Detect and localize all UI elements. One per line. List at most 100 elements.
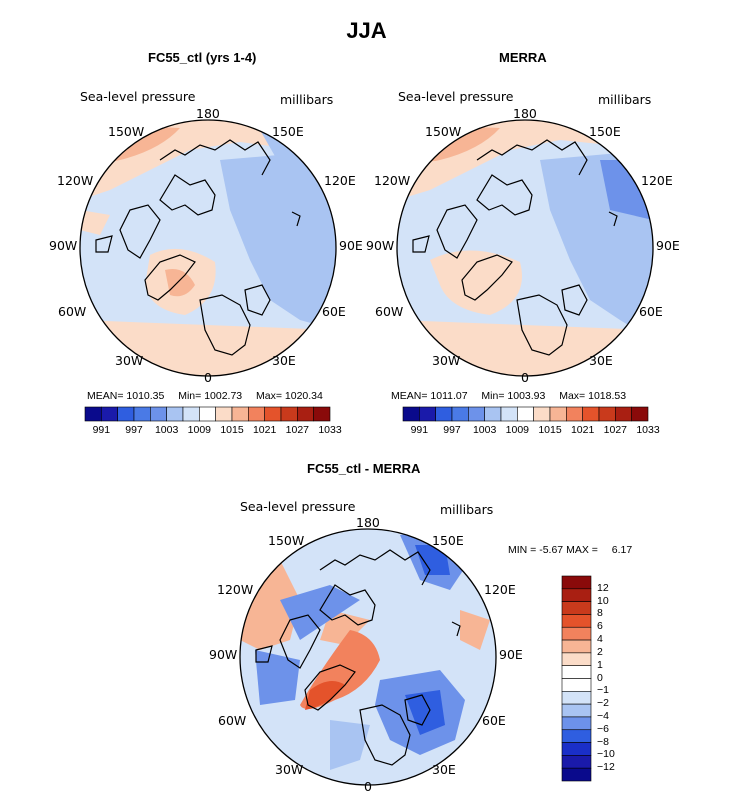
panel1-mean-label: MEAN= bbox=[87, 390, 124, 402]
panel1-stats: MEAN= 1010.35 Min= 1002.73 Max= 1020.34 bbox=[87, 390, 323, 402]
colorbar-swatch bbox=[561, 767, 592, 782]
colorbar-swatch bbox=[561, 691, 592, 705]
panel2-lon-120e: 120E bbox=[641, 173, 673, 188]
panel1-lon-60e: 60E bbox=[322, 304, 346, 319]
panel3-lon-30e: 30E bbox=[432, 762, 456, 777]
panel3-lon-30w: 30W bbox=[275, 762, 304, 777]
panel1-lon-30e: 30E bbox=[272, 353, 296, 368]
colorbar-swatch bbox=[561, 678, 592, 692]
panel1-min-value: 1002.73 bbox=[204, 390, 243, 402]
colorbar-tick-label: −6 bbox=[597, 722, 609, 735]
panel2-lon-180: 180 bbox=[513, 106, 537, 121]
panel2-lon-150w: 150W bbox=[425, 124, 462, 139]
colorbar-swatch bbox=[631, 406, 649, 422]
colorbar-tick-label: 1021 bbox=[570, 424, 595, 436]
panel3-min-value: -5.67 bbox=[539, 544, 564, 556]
panel1-lon-30w: 30W bbox=[115, 353, 144, 368]
panel2-units-label: millibars bbox=[598, 92, 652, 107]
panel1-min-label: Min= bbox=[178, 390, 202, 402]
colorbar-tick-label: 1027 bbox=[603, 424, 627, 436]
panel1-max-value: 1020.34 bbox=[284, 390, 323, 402]
panel1-variable-label: Sea-level pressure bbox=[80, 89, 196, 104]
colorbar-tick-label: −8 bbox=[597, 735, 609, 748]
colorbar-swatch bbox=[561, 729, 592, 743]
panel2-min-value: 1003.93 bbox=[507, 390, 546, 402]
colorbar-tick-label: 1015 bbox=[220, 424, 244, 436]
panel3-lon-60e: 60E bbox=[482, 713, 506, 728]
colorbar-swatch bbox=[561, 716, 592, 731]
colorbar-tick-label: −10 bbox=[597, 748, 615, 761]
colorbar-tick-label: 1015 bbox=[538, 424, 562, 436]
panel3-stats: MIN = -5.67 MAX = 6.17 bbox=[508, 544, 632, 556]
colorbar-tick-label: 1009 bbox=[187, 424, 211, 436]
colorbar-swatch bbox=[561, 575, 592, 590]
panel3-lon-90e: 90E bbox=[499, 647, 523, 662]
colorbar-swatch bbox=[561, 652, 592, 666]
panel1-lon-60w: 60W bbox=[58, 304, 87, 319]
colorbar-tick-label: 1033 bbox=[318, 424, 342, 436]
panel3-lon-60w: 60W bbox=[218, 713, 247, 728]
panel3-units-label: millibars bbox=[440, 502, 494, 517]
panel3-max-value: 6.17 bbox=[611, 544, 633, 556]
figure-title: JJA bbox=[346, 18, 387, 43]
colorbar-tick-label: 1 bbox=[597, 658, 603, 671]
colorbar-swatch bbox=[561, 601, 592, 615]
colorbar-tick-label: 4 bbox=[597, 633, 603, 646]
panel3-lon-90w: 90W bbox=[209, 647, 238, 662]
colorbar-swatch bbox=[561, 639, 592, 654]
panel2-lon-90e: 90E bbox=[656, 238, 680, 253]
panel1-lon-180: 180 bbox=[196, 106, 220, 121]
colorbar-swatch bbox=[561, 626, 592, 641]
panel3-lon-180: 180 bbox=[356, 515, 380, 530]
colorbar-tick-label: 997 bbox=[125, 424, 143, 436]
colorbar-tick-label: 1021 bbox=[252, 424, 277, 436]
panel3-lon-120e: 120E bbox=[484, 582, 516, 597]
colorbar-tick-label: 1009 bbox=[505, 424, 529, 436]
panel3-max-label: MAX = bbox=[566, 544, 598, 556]
panel2-mean-value: 1011.07 bbox=[430, 390, 468, 402]
colorbar-swatch bbox=[561, 614, 592, 628]
colorbar-tick-label: −1 bbox=[597, 684, 609, 697]
colorbar-tick-label: −12 bbox=[597, 761, 615, 774]
panel1-lon-150e: 150E bbox=[272, 124, 304, 139]
colorbar-tick-label: 1033 bbox=[636, 424, 660, 436]
colorbar-swatch bbox=[561, 665, 592, 679]
panel1-lon-90e: 90E bbox=[339, 238, 363, 253]
panel2-lon-60w: 60W bbox=[375, 304, 404, 319]
panel2-lon-0: 0 bbox=[521, 370, 529, 385]
panel1-title: FC55_ctl (yrs 1-4) bbox=[148, 50, 257, 65]
colorbar-tick-label: 2 bbox=[597, 645, 603, 658]
colorbar-tick-label: 12 bbox=[597, 581, 609, 594]
colorbar-swatch bbox=[561, 755, 592, 769]
panel3-min-label: MIN = bbox=[508, 544, 537, 556]
panel3-lon-120w: 120W bbox=[217, 582, 254, 597]
panel2-title: MERRA bbox=[499, 50, 547, 65]
colorbar-tick-label: 991 bbox=[92, 424, 111, 436]
panel2-min-label: Min= bbox=[481, 390, 505, 402]
colorbar-tick-label: −4 bbox=[597, 709, 609, 722]
panel3-title: FC55_ctl - MERRA bbox=[307, 461, 421, 476]
panel2-lon-60e: 60E bbox=[639, 304, 663, 319]
panel2-variable-label: Sea-level pressure bbox=[398, 89, 514, 104]
panel3-lon-150e: 150E bbox=[432, 533, 464, 548]
colorbar-swatch bbox=[561, 588, 592, 602]
panel1-lon-90w: 90W bbox=[49, 238, 78, 253]
colorbar-tick-label: −2 bbox=[597, 697, 609, 710]
panel2-lon-90w: 90W bbox=[366, 238, 395, 253]
colorbar-tick-label: 1003 bbox=[472, 424, 497, 436]
colorbar-tick-label: 10 bbox=[597, 594, 609, 607]
colorbar-tick-label: 1027 bbox=[285, 424, 309, 436]
colorbar-tick-label: 0 bbox=[597, 671, 603, 684]
panel1-lon-120e: 120E bbox=[324, 173, 356, 188]
panel2-lon-30e: 30E bbox=[589, 353, 613, 368]
panel2-max-label: Max= bbox=[559, 390, 586, 402]
panel2-lon-120w: 120W bbox=[374, 173, 411, 188]
panel2-stats: MEAN= 1011.07 Min= 1003.93 Max= 1018.53 bbox=[391, 390, 626, 402]
panel1-lon-0: 0 bbox=[204, 370, 212, 385]
